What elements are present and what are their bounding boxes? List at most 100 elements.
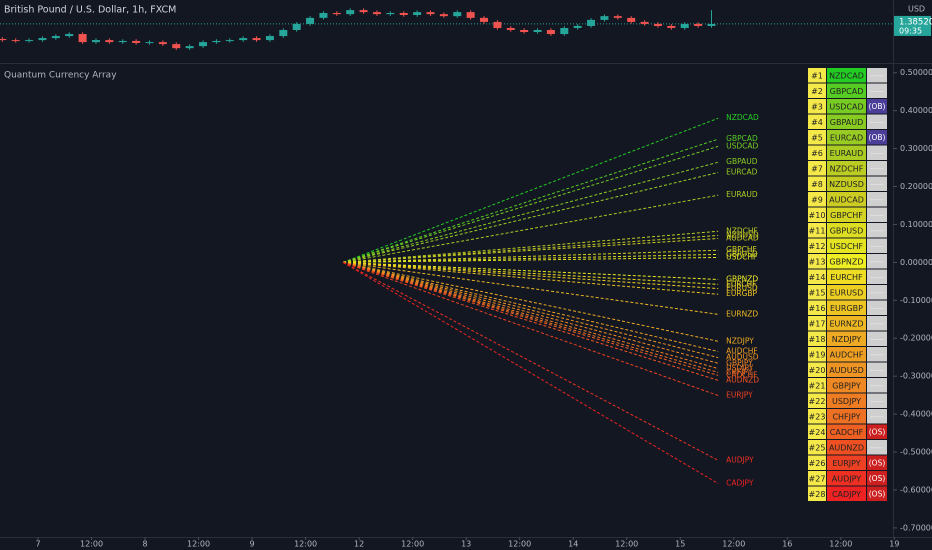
rank-cell [808, 331, 826, 346]
pair-label: EURUSD [830, 288, 864, 297]
rank-cell [808, 409, 826, 424]
series-label: NZDCAD [726, 113, 759, 122]
status-cell [867, 347, 887, 362]
rank-label: #10 [809, 211, 826, 220]
pair-cell [827, 161, 866, 176]
series-line [343, 234, 719, 263]
rank-label: #24 [809, 428, 826, 437]
x-tick-label: 7 [35, 540, 40, 549]
status-cell [867, 378, 887, 393]
series-label: AUDUSD [726, 353, 759, 362]
candle-body [453, 12, 462, 17]
series-label: GBPAUD [726, 157, 758, 166]
pair-cell [827, 145, 866, 160]
status-cell [867, 130, 887, 145]
rank-label: #26 [809, 459, 826, 468]
pair-label: GBPNZD [829, 257, 863, 266]
rank-cell [808, 223, 826, 238]
series-label: GBPJPY [726, 358, 753, 367]
y-tick-label: 0.30000 [900, 144, 932, 153]
rank-label: #16 [809, 304, 826, 313]
candle-body [185, 46, 194, 49]
candle-body [145, 42, 154, 44]
series-label: NZDJPY [726, 336, 754, 345]
price-tag-label: 1.38520 [899, 17, 932, 27]
y-tick-label: -0.10000 [900, 296, 932, 305]
candle-body [359, 10, 368, 13]
x-tick-label: 12:00 [294, 540, 317, 549]
series-line [343, 261, 719, 295]
rank-cell [808, 316, 826, 331]
rank-cell [808, 254, 826, 269]
series-label: EURCAD [726, 167, 757, 176]
candle-body [279, 29, 288, 37]
candle-body [493, 21, 502, 28]
candle-body [680, 23, 689, 28]
candle-body [65, 34, 74, 37]
candle-body [225, 40, 234, 42]
y-tick-label: 0.00000 [900, 258, 932, 267]
series-label: USDJPY [726, 364, 754, 373]
rank-cell [808, 362, 826, 377]
series-line [342, 261, 719, 381]
rank-label: #14 [809, 273, 826, 282]
candle-body [533, 29, 542, 33]
pair-cell [827, 378, 866, 393]
status-cell [867, 440, 887, 455]
pair-cell [827, 207, 866, 222]
candle-body [172, 44, 181, 49]
y-tick-label: -0.50000 [900, 448, 932, 457]
pair-cell [827, 192, 866, 207]
pair-label: CADCHF [830, 428, 864, 437]
pair-cell [827, 238, 866, 253]
rank-label: #3 [811, 102, 823, 111]
status-cell [867, 254, 887, 269]
pair-cell [827, 68, 866, 83]
rank-label: #20 [809, 366, 826, 375]
status-cell [867, 176, 887, 191]
status-cell [867, 238, 887, 253]
status-cell [867, 424, 887, 439]
status-cell [867, 486, 887, 501]
series-line [342, 261, 719, 342]
candle-body [78, 34, 87, 43]
candle-body [11, 40, 20, 42]
candle-body [480, 17, 489, 22]
rank-cell [808, 238, 826, 253]
rank-label: #28 [809, 490, 826, 499]
status-cell [867, 409, 887, 424]
series-label: GBPCHF [726, 245, 757, 254]
currency-label[interactable]: USD [908, 5, 925, 14]
rank-cell [808, 269, 826, 284]
rank-label: #18 [809, 335, 826, 344]
status-label: (OS) [869, 474, 886, 483]
candle-body [667, 25, 676, 28]
status-cell [867, 145, 887, 160]
candle-body [38, 38, 47, 41]
y-tick-label: 0.20000 [900, 182, 932, 191]
rank-label: #5 [811, 133, 823, 142]
x-tick-label: 12:00 [722, 540, 745, 549]
status-cell [867, 114, 887, 129]
status-label: ----- [870, 257, 884, 266]
pair-cell [827, 316, 866, 331]
pair-cell [827, 300, 866, 315]
pair-label: GBPCHF [830, 211, 863, 220]
rank-cell [808, 176, 826, 191]
x-tick-label: 9 [250, 540, 255, 549]
y-tick-label: -0.30000 [900, 372, 932, 381]
status-label: ----- [870, 117, 884, 126]
status-label: ----- [870, 396, 884, 405]
status-label: (OS) [869, 458, 886, 467]
rank-cell [808, 347, 826, 362]
rank-label: #21 [809, 381, 826, 390]
status-cell [867, 331, 887, 346]
pair-label: AUDNZD [829, 443, 864, 452]
pair-label: CHFJPY [832, 412, 860, 421]
status-label: (OS) [869, 427, 886, 436]
rank-cell [808, 99, 826, 114]
series-label: GBPCAD [726, 134, 758, 143]
status-label: ----- [870, 381, 884, 390]
series-label: AUDCAD [726, 233, 759, 242]
